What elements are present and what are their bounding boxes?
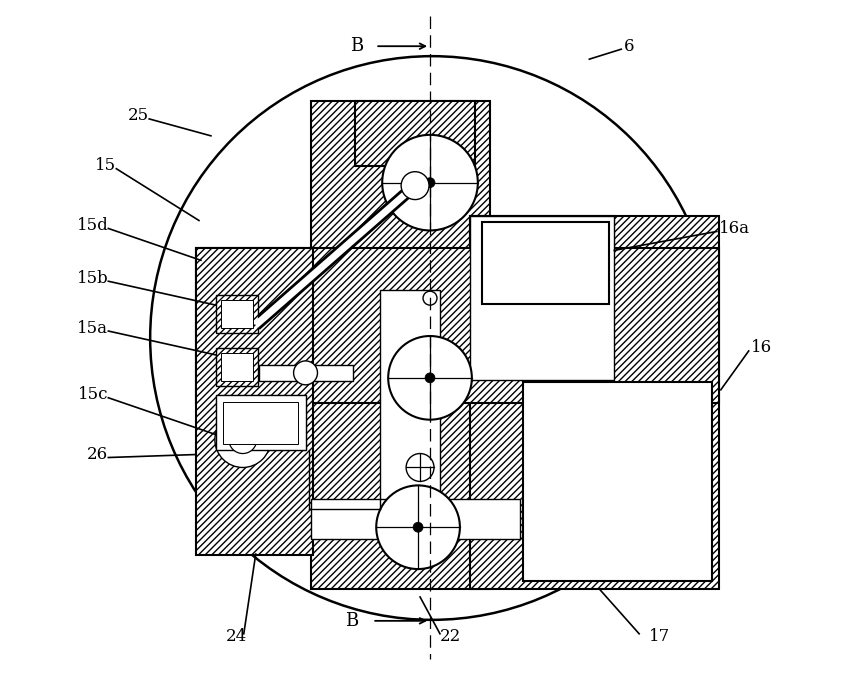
Circle shape <box>229 426 257 454</box>
Text: 22: 22 <box>440 628 461 645</box>
Text: 15: 15 <box>95 158 116 175</box>
Circle shape <box>293 361 318 385</box>
Bar <box>470 215 719 589</box>
Text: B: B <box>350 37 364 55</box>
Bar <box>311 101 490 589</box>
Bar <box>470 215 615 380</box>
Circle shape <box>425 373 435 383</box>
Bar <box>216 295 258 333</box>
Circle shape <box>425 178 435 187</box>
Circle shape <box>150 56 713 620</box>
Text: 16a: 16a <box>719 220 750 237</box>
Text: 15a: 15a <box>77 320 108 337</box>
Text: 6: 6 <box>624 38 635 55</box>
Circle shape <box>376 485 460 569</box>
Bar <box>355 101 475 166</box>
Bar <box>220 300 253 328</box>
Text: B: B <box>345 612 358 630</box>
Circle shape <box>215 411 271 467</box>
Bar <box>216 394 306 449</box>
Text: 15c: 15c <box>78 386 108 403</box>
Bar <box>311 499 520 539</box>
Text: 15d: 15d <box>76 217 108 234</box>
Circle shape <box>401 172 429 200</box>
Circle shape <box>406 454 434 481</box>
Bar <box>220 353 253 381</box>
Bar <box>523 382 712 581</box>
Bar <box>196 249 719 403</box>
Bar <box>223 402 298 443</box>
Bar <box>216 394 306 449</box>
Bar <box>196 249 313 555</box>
Circle shape <box>388 336 472 420</box>
Bar <box>482 223 609 304</box>
Text: 25: 25 <box>128 107 149 124</box>
Bar <box>482 223 609 304</box>
Text: 16: 16 <box>751 340 772 356</box>
Text: 15b: 15b <box>76 270 108 287</box>
Bar <box>380 290 440 509</box>
Circle shape <box>382 135 477 230</box>
Circle shape <box>413 522 423 532</box>
Text: 26: 26 <box>87 446 108 463</box>
Text: 17: 17 <box>649 628 670 645</box>
Text: 24: 24 <box>226 628 247 645</box>
Bar <box>259 365 353 381</box>
Bar <box>216 348 258 386</box>
Bar <box>470 215 615 380</box>
Circle shape <box>423 291 437 305</box>
